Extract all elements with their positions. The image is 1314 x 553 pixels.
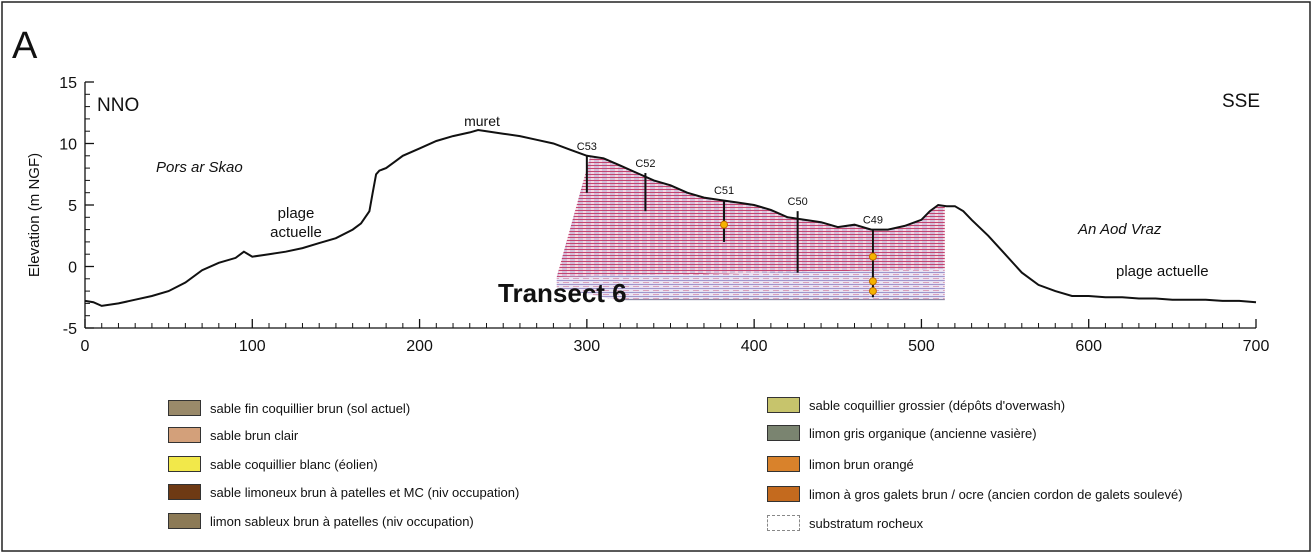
legend-swatch-limon-brun-orange: [767, 456, 800, 472]
annotation-an-aod-vraz: An Aod Vraz: [1077, 221, 1162, 238]
panel-label: A: [12, 25, 38, 67]
legend-swatch-sable-brun-clair: [168, 427, 201, 443]
legend-swatch-substratum: [767, 515, 800, 531]
x-tick-label: 400: [741, 338, 768, 355]
annotation-muret: muret: [464, 113, 500, 129]
legend-item: limon brun orangé: [767, 455, 914, 473]
y-tick-label: 5: [68, 198, 77, 215]
core-label: C51: [714, 185, 734, 197]
legend-swatch-limon-galets: [767, 486, 800, 502]
y-tick-label: -5: [63, 321, 77, 338]
legend-item: limon sableux brun à patelles (niv occup…: [168, 512, 474, 530]
core-markers: C53 C52 C51 C50 C49: [577, 141, 883, 298]
core-label: C50: [788, 196, 808, 208]
legend-label: sable fin coquillier brun (sol actuel): [210, 400, 411, 416]
seismic-section-upper: [556, 156, 945, 277]
legend-label: limon sableux brun à patelles (niv occup…: [210, 513, 474, 529]
annotation-sse: SSE: [1222, 91, 1260, 112]
y-ticks: -5 0 5 10 15: [59, 75, 94, 338]
y-tick-label: 10: [59, 137, 77, 154]
legend-item: sable coquillier blanc (éolien): [168, 455, 378, 473]
legend-label: sable coquillier grossier (dépôts d'over…: [809, 397, 1066, 413]
legend-label: limon gris organique (ancienne vasière): [809, 425, 1037, 441]
core-label: C53: [577, 141, 597, 153]
seismic-section: [556, 156, 945, 301]
sample-marker: [720, 220, 729, 229]
legend-swatch-sable-fin: [168, 400, 201, 416]
legend-item: sable brun clair: [168, 426, 298, 444]
x-tick-label: 500: [908, 338, 935, 355]
legend-swatch-limon-sableux: [168, 513, 201, 529]
legend-item: sable coquillier grossier (dépôts d'over…: [767, 396, 1065, 414]
y-axis-label: Elevation (m NGF): [26, 153, 43, 277]
annotation-nno: NNO: [97, 95, 139, 116]
core-label: C52: [635, 158, 655, 170]
seismic-section-lower: [556, 269, 945, 300]
annotation-plage-actuelle: plage actuelle: [1116, 263, 1209, 280]
legend-label: sable brun clair: [210, 427, 299, 443]
legend-swatch-sable-blanc: [168, 456, 201, 472]
legend-label: limon brun orangé: [809, 456, 914, 472]
y-tick-label: 0: [68, 260, 77, 277]
legend-item: substratum rocheux: [767, 514, 923, 532]
legend-swatch-sable-limoneux: [168, 484, 201, 500]
x-tick-label: 200: [406, 338, 433, 355]
legend-label: sable coquillier blanc (éolien): [210, 456, 378, 472]
legend-label: substratum rocheux: [809, 515, 924, 531]
sample-marker: [868, 277, 877, 286]
x-tick-label: 700: [1243, 338, 1270, 355]
annotation-pors-ar-skao: Pors ar Skao: [156, 159, 243, 176]
legend-label: sable limoneux brun à patelles et MC (ni…: [210, 484, 520, 500]
annotation-actuelle: actuelle: [270, 224, 322, 241]
legend-item: sable limoneux brun à patelles et MC (ni…: [168, 483, 519, 501]
transect-label: Transect 6: [498, 278, 627, 308]
legend-item: sable fin coquillier brun (sol actuel): [168, 399, 410, 417]
legend-label: limon à gros galets brun / ocre (ancien …: [809, 486, 1183, 502]
x-tick-label: 600: [1075, 338, 1102, 355]
x-tick-label: 300: [574, 338, 601, 355]
sample-marker: [868, 287, 877, 296]
legend-swatch-limon-gris: [767, 425, 800, 441]
sample-marker: [868, 252, 877, 261]
x-ticks: 0 100 200 300 400 500 600 700: [81, 319, 1270, 355]
legend-item: limon gris organique (ancienne vasière): [767, 424, 1037, 442]
core-label: C49: [863, 215, 883, 227]
legend-item: limon à gros galets brun / ocre (ancien …: [767, 485, 1183, 503]
elevation-profile-line: [84, 128, 1257, 307]
y-tick-label: 15: [59, 75, 77, 92]
x-tick-label: 0: [81, 338, 90, 355]
legend-swatch-sable-grossier: [767, 397, 800, 413]
annotation-plage: plage: [278, 205, 315, 222]
x-tick-label: 100: [239, 338, 266, 355]
